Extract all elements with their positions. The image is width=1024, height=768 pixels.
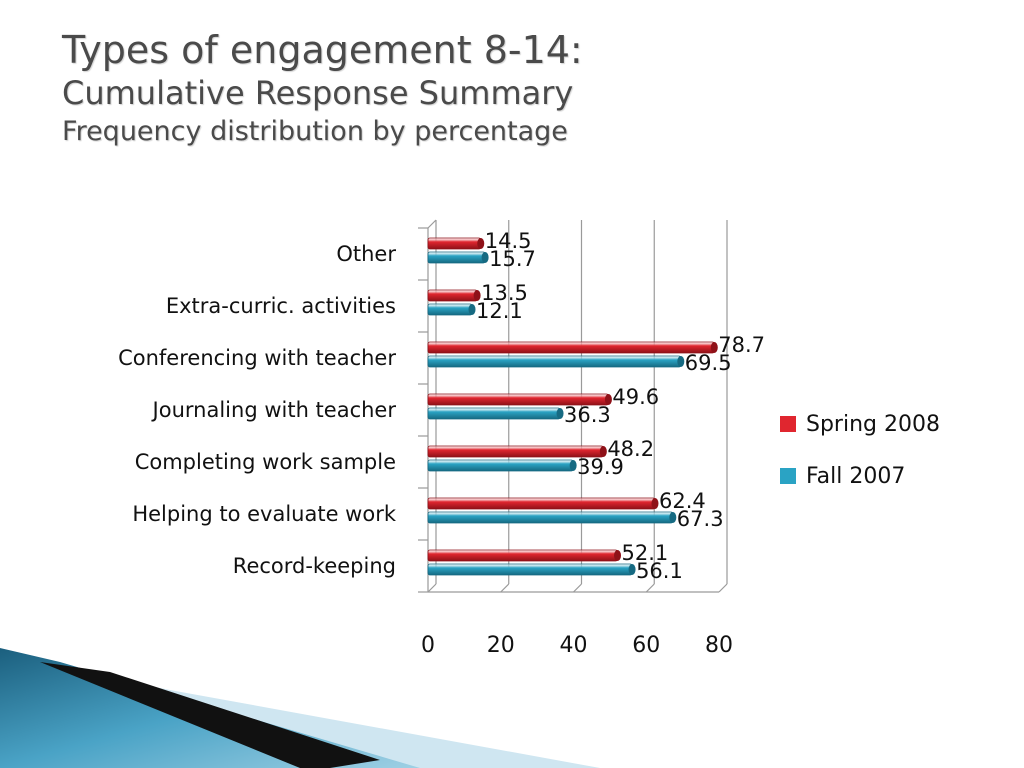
category-label-5: Helping to evaluate work bbox=[132, 502, 396, 526]
bar-cap-spring-1 bbox=[473, 290, 481, 301]
y-axis-top-edge bbox=[427, 219, 437, 229]
slide-title: Types of engagement 8-14: Cumulative Res… bbox=[62, 28, 583, 150]
decor-black-stripe bbox=[40, 662, 380, 768]
x-tick-label-2: 40 bbox=[560, 633, 588, 658]
data-label-spring-6: 52.1 bbox=[622, 541, 669, 565]
data-label-fall-4: 39.9 bbox=[577, 455, 624, 479]
data-label-spring-2: 78.7 bbox=[718, 333, 765, 357]
title-line-1: Types of engagement 8-14: bbox=[62, 28, 583, 72]
bar-cap-fall-5 bbox=[669, 512, 677, 523]
x-tick-label-0: 0 bbox=[421, 633, 435, 658]
data-label-fall-1: 12.1 bbox=[476, 299, 523, 323]
data-label-fall-0: 15.7 bbox=[489, 247, 536, 271]
floor-diagonal-4 bbox=[718, 583, 728, 593]
x-tick-label-4: 80 bbox=[705, 633, 733, 658]
legend-item-fall: Fall 2007 bbox=[780, 450, 940, 502]
legend-item-spring: Spring 2008 bbox=[780, 398, 940, 450]
floor-diagonal-2 bbox=[573, 583, 582, 593]
bar-cap-fall-6 bbox=[628, 564, 636, 575]
bar-cap-spring-4 bbox=[599, 446, 607, 457]
title-line-3: Frequency distribution by percentage bbox=[62, 116, 568, 147]
data-label-spring-1: 13.5 bbox=[481, 281, 528, 305]
x-tick-label-1: 20 bbox=[487, 633, 515, 658]
bar-cap-spring-0 bbox=[477, 238, 485, 249]
data-label-spring-4: 48.2 bbox=[607, 437, 654, 461]
legend-label-spring: Spring 2008 bbox=[806, 411, 940, 437]
bar-cap-spring-3 bbox=[604, 394, 612, 405]
bar-cap-fall-3 bbox=[556, 408, 564, 419]
data-label-spring-5: 62.4 bbox=[659, 489, 706, 513]
bar-cap-spring-2 bbox=[710, 342, 718, 353]
data-label-fall-2: 69.5 bbox=[685, 351, 732, 375]
data-label-spring-0: 14.5 bbox=[485, 229, 532, 253]
floor-diagonal-3 bbox=[645, 583, 655, 593]
data-label-spring-3: 49.6 bbox=[612, 385, 659, 409]
legend-swatch-fall bbox=[780, 468, 796, 484]
legend-swatch-spring bbox=[780, 416, 796, 432]
category-label-1: Extra-curric. activities bbox=[166, 294, 396, 318]
x-tick-label-3: 60 bbox=[632, 633, 660, 658]
bar-cap-fall-1 bbox=[468, 304, 476, 315]
data-label-fall-6: 56.1 bbox=[636, 559, 683, 583]
bar-cap-fall-2 bbox=[677, 356, 685, 367]
title-line-2: Cumulative Response Summary bbox=[62, 74, 574, 112]
bar-cap-fall-4 bbox=[569, 460, 577, 471]
category-label-4: Completing work sample bbox=[135, 450, 396, 474]
bar-cap-spring-5 bbox=[651, 498, 659, 509]
category-label-6: Record-keeping bbox=[233, 554, 396, 578]
category-label-2: Conferencing with teacher bbox=[118, 346, 396, 370]
data-label-fall-3: 36.3 bbox=[564, 403, 611, 427]
bar-cap-fall-0 bbox=[481, 252, 489, 263]
floor-diagonal-0 bbox=[427, 583, 437, 593]
legend-label-fall: Fall 2007 bbox=[806, 463, 906, 489]
category-label-3: Journaling with teacher bbox=[151, 398, 397, 422]
data-label-fall-5: 67.3 bbox=[677, 507, 724, 531]
chart-legend: Spring 2008 Fall 2007 bbox=[780, 398, 940, 502]
category-label-0: Other bbox=[336, 242, 396, 266]
bar-cap-spring-6 bbox=[614, 550, 622, 561]
floor-diagonal-1 bbox=[500, 583, 510, 593]
